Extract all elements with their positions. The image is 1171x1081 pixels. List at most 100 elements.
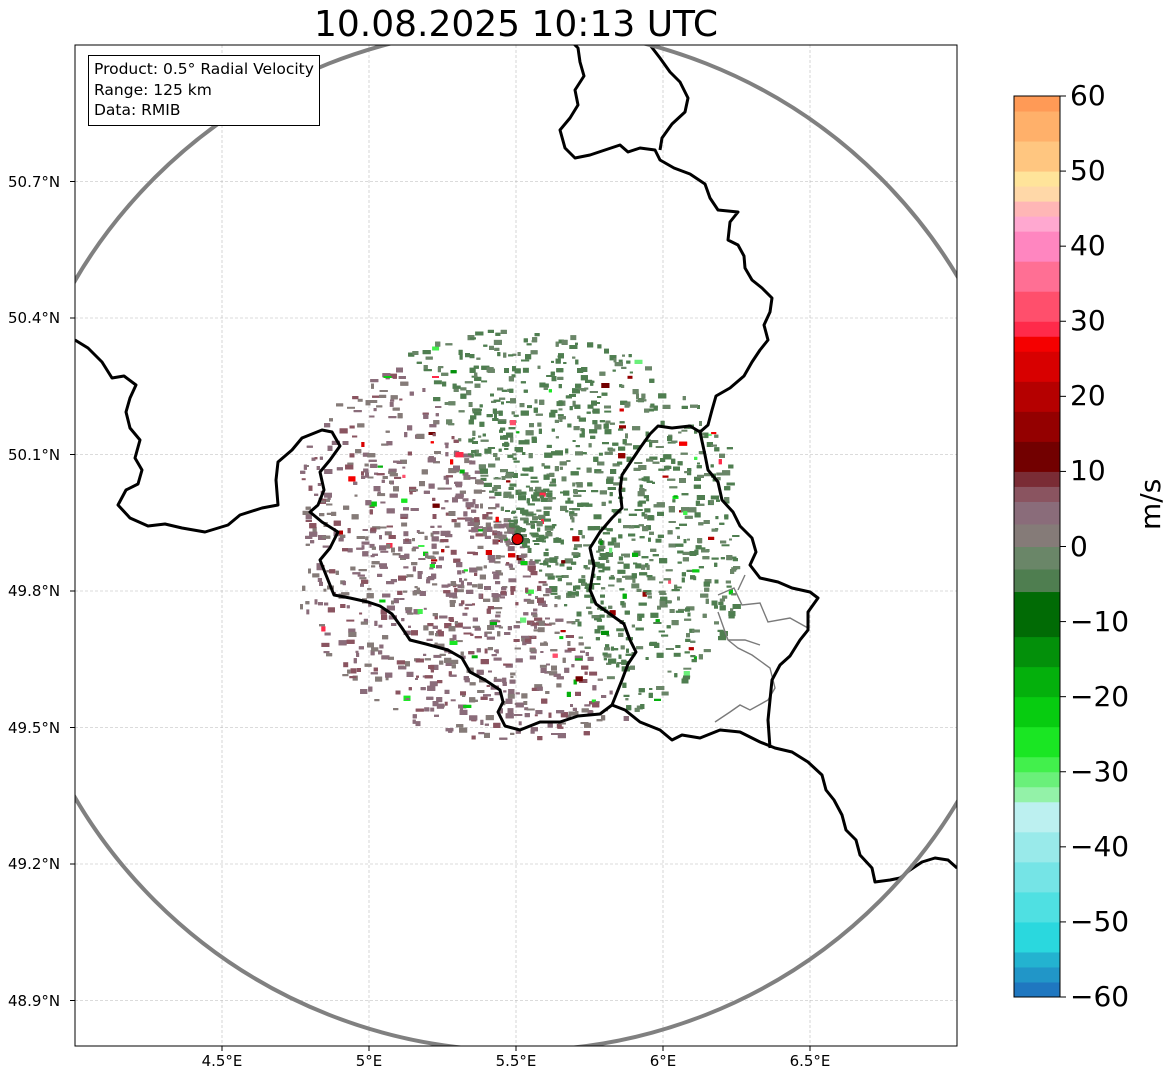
echo-cell bbox=[519, 527, 523, 530]
echo-cell bbox=[539, 664, 547, 668]
echo-cell bbox=[575, 342, 578, 345]
echo-cell bbox=[480, 474, 489, 477]
echo-cell bbox=[641, 477, 645, 481]
echo-cell bbox=[339, 428, 348, 434]
echo-cell bbox=[503, 491, 512, 497]
echo-cell bbox=[574, 655, 583, 661]
echo-cell bbox=[418, 531, 425, 534]
echo-cell bbox=[368, 459, 377, 462]
echo-cell bbox=[432, 551, 439, 555]
echo-cell bbox=[571, 517, 575, 523]
echo-cell bbox=[367, 453, 376, 458]
echo-cell bbox=[537, 422, 542, 427]
echo-cell bbox=[658, 468, 666, 471]
echo-cell bbox=[586, 606, 592, 609]
echo-cell bbox=[661, 634, 669, 637]
echo-cell bbox=[689, 551, 697, 556]
echo-cell bbox=[542, 518, 551, 522]
echo-cell bbox=[552, 653, 558, 658]
echo-cell bbox=[408, 687, 412, 691]
echo-cell bbox=[353, 658, 357, 664]
echo-cell bbox=[471, 450, 477, 454]
echo-cell bbox=[506, 432, 514, 438]
echo-cell bbox=[529, 466, 534, 472]
echo-cell bbox=[386, 543, 391, 549]
echo-cell bbox=[531, 612, 538, 616]
echo-cell bbox=[609, 422, 615, 425]
echo-cell bbox=[665, 648, 674, 650]
echo-cell bbox=[597, 563, 605, 569]
echo-cell bbox=[527, 405, 532, 409]
echo-cell bbox=[556, 723, 562, 728]
echo-cell bbox=[520, 617, 527, 623]
echo-cell bbox=[563, 362, 567, 364]
echo-cell bbox=[539, 518, 542, 520]
echo-cell bbox=[349, 453, 355, 458]
echo-cell bbox=[587, 526, 595, 531]
echo-cell bbox=[518, 721, 522, 726]
echo-cell bbox=[527, 599, 535, 604]
echo-cell bbox=[551, 524, 555, 529]
echo-cell bbox=[682, 677, 690, 680]
echo-cell bbox=[495, 611, 501, 614]
echo-cell bbox=[541, 463, 545, 467]
echo-cell bbox=[428, 665, 435, 669]
echo-cell bbox=[604, 451, 613, 455]
echo-cell bbox=[572, 707, 577, 711]
echo-cell bbox=[450, 370, 457, 374]
echo-cell bbox=[440, 539, 449, 543]
echo-cell bbox=[551, 478, 556, 483]
echo-cell bbox=[458, 704, 467, 709]
echo-cell bbox=[423, 369, 432, 372]
echo-cell bbox=[432, 514, 437, 519]
echo-cell bbox=[440, 530, 449, 536]
echo-cell bbox=[479, 404, 483, 408]
echo-cell bbox=[521, 359, 530, 362]
echo-cell bbox=[671, 440, 678, 443]
echo-cell bbox=[529, 559, 533, 562]
echo-cell bbox=[361, 471, 364, 476]
echo-cell bbox=[607, 487, 616, 490]
echo-cell bbox=[614, 542, 620, 548]
echo-cell bbox=[423, 653, 427, 656]
echo-cell bbox=[462, 612, 468, 616]
echo-cell bbox=[361, 475, 366, 479]
echo-cell bbox=[497, 387, 504, 391]
echo-cell bbox=[535, 486, 542, 492]
echo-cell bbox=[645, 366, 652, 371]
echo-cell bbox=[485, 715, 494, 721]
echo-cell bbox=[374, 699, 380, 702]
echo-cell bbox=[439, 615, 448, 619]
echo-cell bbox=[523, 469, 532, 472]
echo-cell bbox=[641, 564, 646, 570]
echo-cell bbox=[564, 649, 572, 653]
echo-cell bbox=[642, 526, 649, 532]
echo-cell bbox=[405, 608, 412, 614]
echo-cell bbox=[498, 448, 502, 452]
echo-cell bbox=[453, 558, 461, 563]
echo-cell bbox=[505, 510, 510, 512]
echo-cell bbox=[546, 444, 552, 448]
echo-cell bbox=[537, 527, 541, 532]
echo-cell bbox=[468, 438, 474, 443]
echo-cell bbox=[345, 464, 354, 470]
echo-cell bbox=[435, 341, 441, 347]
echo-cell bbox=[649, 378, 655, 383]
echo-cell bbox=[531, 436, 537, 440]
echo-cell bbox=[606, 528, 613, 532]
echo-cell bbox=[433, 397, 441, 402]
echo-cell bbox=[495, 457, 500, 461]
echo-cell bbox=[558, 408, 563, 411]
echo-cell bbox=[346, 605, 350, 609]
echo-cell bbox=[539, 495, 544, 499]
echo-cell bbox=[431, 536, 439, 542]
echo-cell bbox=[461, 655, 466, 659]
echo-cell bbox=[389, 493, 398, 498]
echo-cell bbox=[354, 494, 358, 497]
echo-cell bbox=[609, 690, 613, 695]
echo-cell bbox=[459, 490, 466, 494]
echo-cell bbox=[388, 656, 394, 660]
echo-cell bbox=[651, 440, 659, 443]
echo-cell bbox=[662, 475, 669, 478]
